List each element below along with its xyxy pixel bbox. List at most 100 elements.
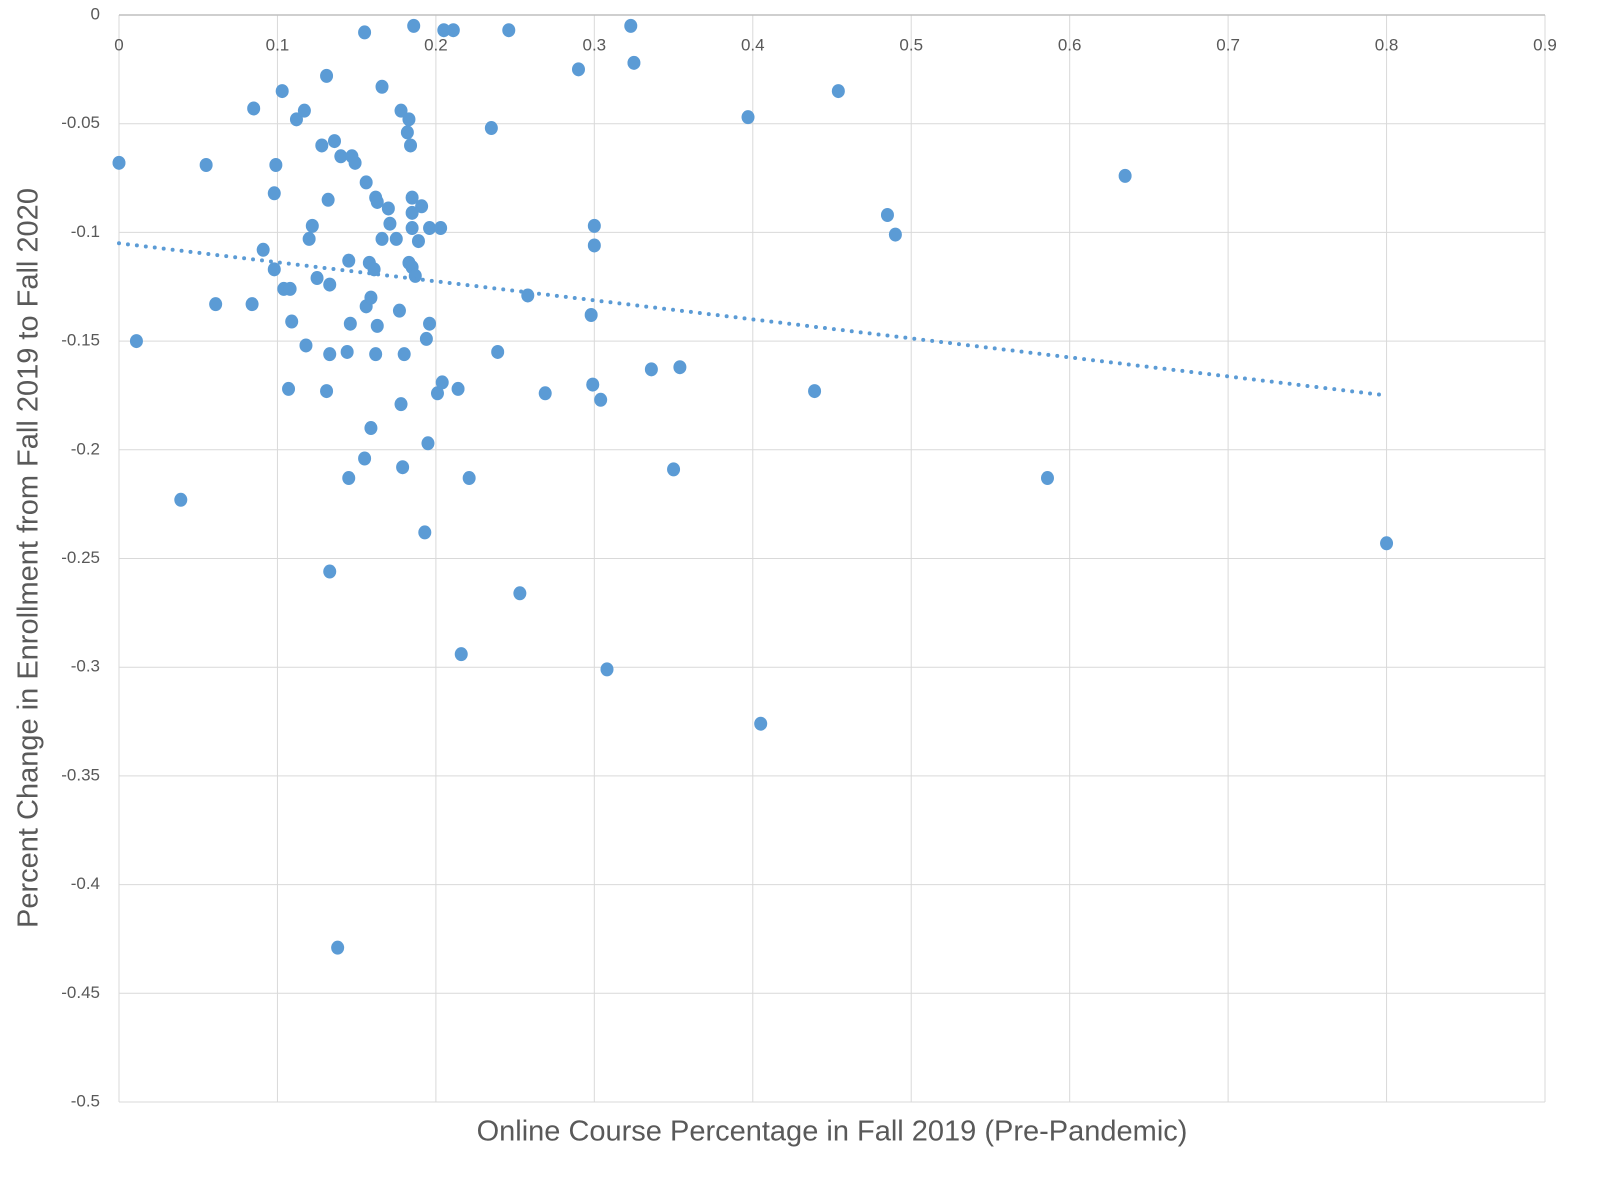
point [129,334,143,349]
x-tick-label: 0.8 [1375,35,1399,54]
point [375,231,389,246]
point [285,314,299,329]
point [323,564,337,579]
point [673,360,687,375]
y-tick-label: -0.3 [71,657,100,676]
point [245,297,259,312]
point [880,208,894,223]
point [407,18,421,33]
point [394,103,408,118]
point [600,662,614,677]
point [1040,471,1054,486]
x-tick-label: 0.3 [583,35,607,54]
point [267,186,281,201]
point [434,221,448,236]
point [370,318,384,333]
point [462,471,476,486]
x-tick-label: 0.5 [899,35,923,54]
point [423,221,437,236]
point [484,121,498,136]
point [283,281,297,296]
point [571,62,585,77]
point [408,268,422,283]
point [381,201,395,216]
point [411,234,425,249]
x-tick-label: 0.2 [424,35,448,54]
point [454,647,468,662]
point [627,55,641,70]
point [299,338,313,353]
point [282,381,296,396]
y-tick-label: -0.5 [71,1091,100,1110]
point [624,18,638,33]
point [423,316,437,331]
point [315,138,329,153]
point [327,134,341,149]
point [405,205,419,220]
point [340,344,354,359]
point [418,525,432,540]
y-tick-label: -0.45 [61,983,100,1002]
y-tick-label: -0.15 [61,331,100,350]
point [513,586,527,601]
y-tick-label: -0.1 [71,222,100,241]
point [584,308,598,323]
y-tick-label: -0.35 [61,765,100,784]
y-tick-label: -0.25 [61,548,100,567]
point [430,386,444,401]
point [415,199,429,214]
point [392,303,406,318]
point [397,347,411,362]
point [348,155,362,170]
point [199,158,213,173]
point [808,384,822,399]
point [421,436,435,451]
point [437,23,451,38]
y-tick-label: -0.2 [71,439,100,458]
point [320,384,334,399]
point [644,362,658,377]
point [754,716,768,731]
point [521,288,535,303]
point [334,149,348,164]
point [1380,536,1394,551]
point [369,347,383,362]
point [275,84,289,99]
point [831,84,845,99]
point [502,23,516,38]
point [587,218,601,233]
point [310,271,324,286]
point [302,231,316,246]
point [586,377,600,392]
point [394,397,408,412]
x-tick-label: 0.1 [266,35,290,54]
point [305,218,319,233]
y-tick-label: -0.05 [61,113,100,132]
point [405,221,419,236]
x-axis-title: Online Course Percentage in Fall 2019 (P… [477,1116,1188,1148]
point [741,110,755,125]
point [594,392,608,407]
point [404,138,418,153]
point [402,112,416,127]
x-tick-label: 0.9 [1533,35,1557,54]
point [538,386,552,401]
trendline [117,241,1389,398]
point [400,125,414,140]
point [321,192,335,207]
y-axis-title: Percent Change in Enrollment from Fall 2… [13,188,45,928]
point [342,253,356,268]
point [451,381,465,396]
point [297,103,311,118]
point [446,23,460,38]
point [419,331,433,346]
point [331,940,345,955]
point [174,492,188,507]
point [342,471,356,486]
point [209,297,223,312]
point [389,231,403,246]
point [491,344,505,359]
point [359,175,373,190]
y-tick-label: -0.4 [71,874,100,893]
